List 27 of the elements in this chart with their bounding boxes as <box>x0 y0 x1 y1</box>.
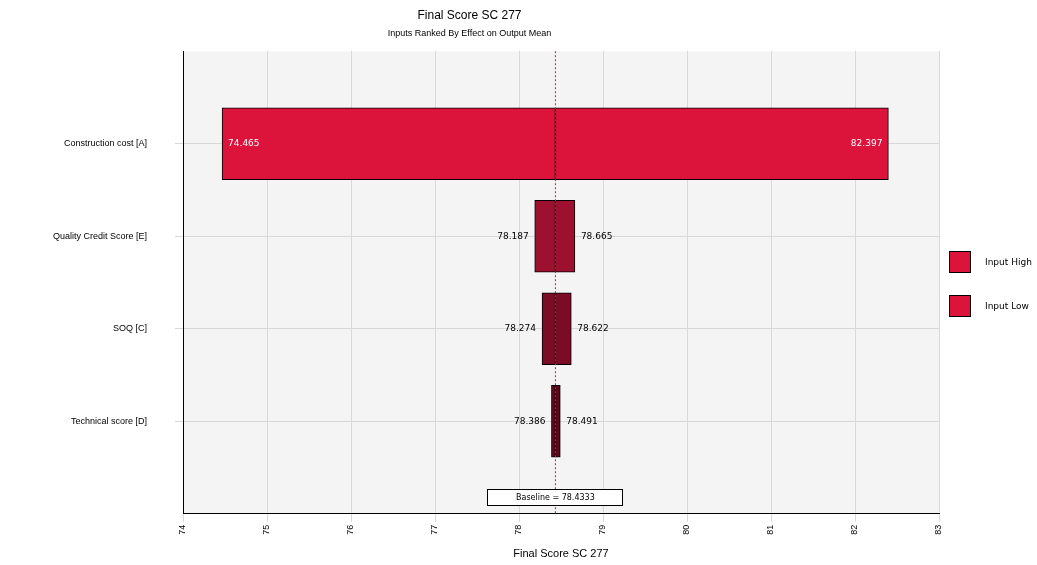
data-label: 74.465 <box>228 138 260 149</box>
data-label: 78.386 <box>513 415 546 426</box>
chart-subtitle: Inputs Ranked By Effect on Output Mean <box>387 28 552 39</box>
x-axis-title: Final Score SC 277 <box>513 547 609 560</box>
x-tick-label: 78 <box>513 524 524 535</box>
data-label: 78.665 <box>580 230 613 241</box>
data-label: 78.187 <box>497 230 529 241</box>
x-tick-label: 79 <box>597 524 608 535</box>
y-tick-label: Construction cost [A] <box>63 138 147 149</box>
y-tick-label: Technical score [D] <box>70 415 147 426</box>
data-label: 82.397 <box>850 138 883 149</box>
chart-title: Final Score SC 277 <box>417 7 522 22</box>
x-tick-label: 81 <box>765 524 776 535</box>
x-tick-label: 80 <box>681 524 692 535</box>
x-tick-label: 75 <box>261 524 272 535</box>
x-tick-label: 83 <box>933 524 944 535</box>
x-tick-label: 77 <box>429 524 440 535</box>
x-tick-label: 76 <box>345 524 356 535</box>
data-label: 78.274 <box>504 323 537 334</box>
x-tick-label: 74 <box>177 524 188 535</box>
data-label: 78.491 <box>566 415 598 426</box>
text: Input High <box>985 257 1032 267</box>
text: Input Low <box>985 301 1029 311</box>
y-tick-label: SOQ [C] <box>112 323 147 334</box>
y-tick-label: Quality Credit Score [E] <box>52 230 147 241</box>
data-label: 78.622 <box>577 323 609 334</box>
x-tick-label: 82 <box>849 524 860 535</box>
